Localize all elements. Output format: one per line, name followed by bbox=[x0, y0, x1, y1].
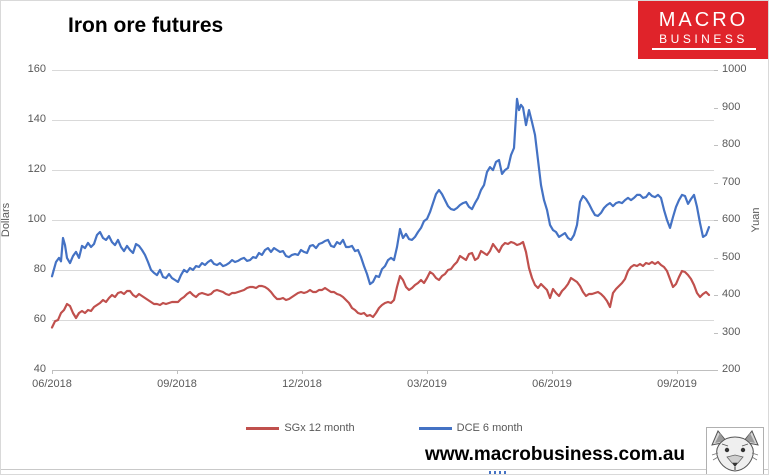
right-axis-tick-label: 600 bbox=[722, 213, 741, 225]
chart-title: Iron ore futures bbox=[68, 14, 224, 37]
right-axis-tick-label: 500 bbox=[722, 250, 741, 263]
x-axis-tick-label: 03/2019 bbox=[407, 378, 447, 390]
gridline bbox=[52, 170, 714, 171]
x-axis-tick-label: 09/2018 bbox=[157, 378, 197, 390]
series-line-sgx-12-month bbox=[50, 240, 711, 329]
gridline bbox=[52, 70, 714, 71]
gridline bbox=[52, 320, 714, 321]
gridline bbox=[52, 270, 714, 271]
x-axis-tick-label: 06/2019 bbox=[532, 378, 572, 390]
left-axis-tick-label: 140 bbox=[27, 113, 46, 125]
x-axis-tick bbox=[427, 370, 428, 374]
x-axis-tick bbox=[177, 370, 178, 374]
legend-item: DCE 6 month bbox=[418, 422, 523, 434]
x-axis-tick bbox=[552, 370, 553, 374]
right-axis-tick-label: 1000 bbox=[722, 63, 747, 75]
x-axis-line bbox=[52, 370, 714, 371]
legend-swatch bbox=[418, 426, 452, 430]
x-axis-tick-label: 12/2018 bbox=[282, 378, 322, 390]
right-axis-tick bbox=[714, 370, 718, 371]
legend-item: SGx 12 month bbox=[246, 422, 355, 434]
gridline bbox=[52, 120, 714, 121]
x-axis-tick bbox=[52, 370, 53, 374]
left-axis-tick-label: 60 bbox=[33, 313, 46, 325]
left-axis-tick-label: 40 bbox=[33, 363, 46, 375]
left-axis-tick-label: 120 bbox=[27, 163, 46, 175]
gridline bbox=[52, 220, 714, 221]
left-axis-tick-label: 160 bbox=[27, 63, 46, 75]
footer-divider bbox=[0, 469, 769, 470]
x-axis-tick bbox=[302, 370, 303, 374]
x-axis-tick-label: 06/2018 bbox=[32, 378, 72, 390]
right-axis-tick bbox=[714, 295, 718, 296]
legend-label: DCE 6 month bbox=[456, 422, 523, 434]
right-axis-tick-label: 400 bbox=[722, 288, 741, 300]
cropped-link-fragment bbox=[489, 471, 519, 475]
legend-label: SGx 12 month bbox=[284, 422, 355, 434]
right-axis-tick bbox=[714, 145, 718, 146]
right-axis-tick-label: 700 bbox=[722, 175, 741, 188]
left-axis-tick-label: 100 bbox=[27, 213, 46, 225]
series-line-dce-6-month bbox=[50, 97, 711, 286]
right-axis-tick bbox=[714, 182, 718, 184]
right-axis-tick bbox=[714, 257, 718, 259]
left-axis-tick-label: 80 bbox=[33, 263, 46, 275]
right-axis-tick-label: 800 bbox=[722, 138, 741, 150]
macrobusiness-logo: MACRO BUSINESS bbox=[638, 0, 769, 59]
legend-swatch bbox=[246, 426, 280, 430]
right-axis-tick bbox=[714, 70, 718, 71]
website-link[interactable]: www.macrobusiness.com.au bbox=[424, 444, 686, 465]
right-axis-tick-label: 900 bbox=[722, 100, 741, 113]
wolf-logo bbox=[706, 427, 764, 475]
x-axis-tick bbox=[677, 370, 678, 374]
right-axis-tick bbox=[714, 107, 718, 109]
logo-text-macro: MACRO bbox=[658, 8, 749, 31]
right-axis-tick bbox=[714, 332, 718, 334]
right-axis-tick-label: 200 bbox=[722, 363, 741, 375]
logo-underline bbox=[651, 47, 756, 50]
wolf-icon bbox=[711, 430, 759, 472]
right-axis-tick bbox=[714, 220, 718, 221]
x-axis-tick-label: 09/2019 bbox=[657, 378, 697, 390]
legend: SGx 12 month DCE 6 month bbox=[0, 422, 769, 434]
right-axis-tick-label: 300 bbox=[722, 325, 741, 338]
logo-text-business: BUSINESS bbox=[659, 31, 748, 46]
